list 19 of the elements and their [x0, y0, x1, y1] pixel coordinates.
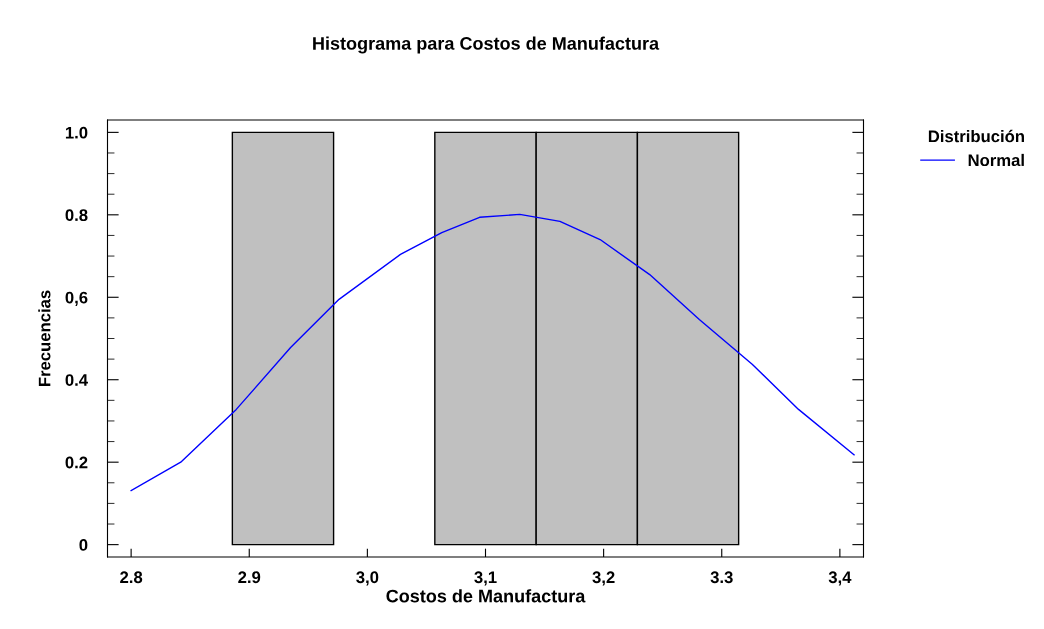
x-tick-label: 2.9 [238, 571, 261, 584]
legend-title: Distribución [928, 129, 1024, 143]
legend-label: Normal [968, 153, 1024, 167]
y-tick-label: 0.2 [65, 456, 88, 469]
line-series [130, 213, 855, 492]
y-tick-label: 0 [79, 539, 88, 551]
x-axis-title: Costos de Manufactura [386, 589, 586, 603]
chart-title: Histograma para Costos de Manufactura [313, 36, 660, 54]
y-tick-label: 0.8 [65, 209, 88, 222]
y-axis-title: Frecuencias [38, 290, 51, 387]
x-tick-label: 3,2 [592, 571, 615, 586]
x-tick-label: 2.8 [120, 571, 143, 584]
x-tick-label: 3,1 [474, 571, 497, 586]
x-tick-label: 3,0 [356, 571, 379, 586]
y-tick-label: 1.0 [65, 126, 88, 139]
x-tick-label: 3,4 [828, 571, 852, 586]
x-tick-label: 3.3 [710, 571, 733, 584]
y-tick-label: 0,6 [65, 291, 88, 306]
y-tick-label: 0.4 [65, 374, 88, 386]
